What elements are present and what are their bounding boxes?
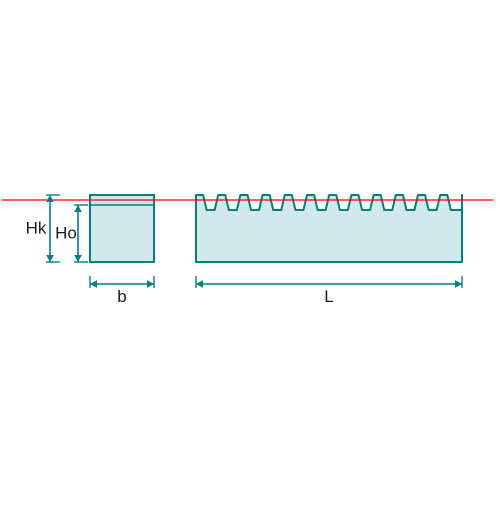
dim-label: b	[117, 287, 126, 306]
dim-label: Ho	[55, 224, 77, 243]
dim-label: L	[324, 287, 333, 306]
rack-side-view	[196, 195, 462, 262]
dim-label: Hk	[26, 219, 47, 238]
